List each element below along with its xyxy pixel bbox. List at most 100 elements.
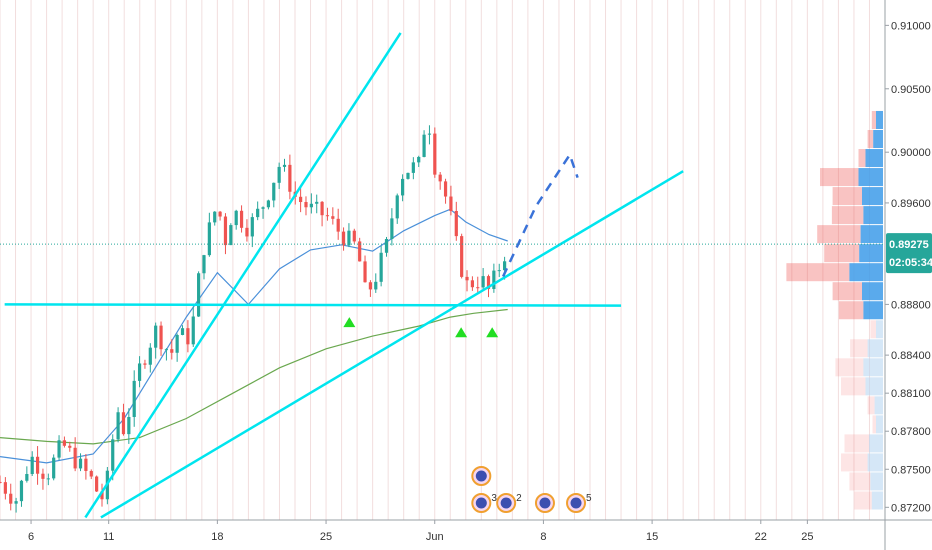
signal-arrow-up-icon bbox=[455, 327, 468, 338]
candle-body bbox=[143, 363, 147, 365]
candle-body bbox=[170, 349, 174, 353]
volume-bin-buy bbox=[849, 263, 883, 282]
flag-icon bbox=[500, 497, 512, 509]
candle-body bbox=[417, 156, 421, 163]
y-tick-label: 0.90500 bbox=[891, 84, 931, 96]
volume-bin-buy bbox=[876, 415, 883, 434]
volume-bin-sell bbox=[841, 453, 868, 472]
candle-body bbox=[492, 270, 496, 290]
x-tick-label: 15 bbox=[646, 531, 658, 543]
volume-bin-buy bbox=[862, 282, 883, 301]
x-tick-label: 6 bbox=[28, 531, 34, 543]
candle-body bbox=[358, 241, 362, 262]
volume-profile bbox=[786, 110, 883, 510]
candle-body bbox=[116, 412, 120, 440]
candle-body bbox=[411, 162, 415, 173]
candle-body bbox=[202, 255, 206, 274]
volume-bin-sell bbox=[870, 320, 876, 339]
candle-body bbox=[191, 316, 195, 345]
candle-body bbox=[73, 447, 77, 469]
x-tick-label: 8 bbox=[540, 531, 546, 543]
candle-body bbox=[229, 225, 233, 246]
candle-body bbox=[223, 216, 228, 246]
x-tick-label: 25 bbox=[801, 531, 813, 543]
projection-path bbox=[501, 151, 579, 278]
event-count: 5 bbox=[586, 493, 592, 504]
volume-bin-sell bbox=[844, 434, 869, 453]
economic-events[interactable]: 3 2 5 bbox=[471, 466, 592, 513]
y-tick-label: 0.87800 bbox=[891, 426, 931, 438]
volume-bin-sell bbox=[867, 130, 874, 149]
candle-body bbox=[427, 133, 432, 135]
candle-body bbox=[14, 501, 18, 504]
candle-body bbox=[277, 166, 281, 183]
candle-body bbox=[52, 457, 56, 479]
event-count: 2 bbox=[516, 493, 522, 504]
candle-body bbox=[245, 227, 249, 237]
y-tick-label: 0.87500 bbox=[891, 464, 931, 476]
candle-body bbox=[433, 133, 437, 175]
candle-body bbox=[309, 203, 313, 208]
candle-body bbox=[465, 276, 469, 281]
candle-body bbox=[137, 363, 142, 381]
countdown-label: 02:05:34 bbox=[889, 257, 932, 269]
candle-body bbox=[35, 456, 40, 474]
candle-body bbox=[186, 328, 190, 345]
candle-body bbox=[62, 440, 67, 446]
flag-icon bbox=[570, 497, 582, 509]
last-price-label: 0.89275 bbox=[889, 239, 929, 251]
candle-body bbox=[213, 211, 217, 223]
volume-bin-sell bbox=[832, 187, 862, 206]
volume-bin-buy bbox=[858, 168, 883, 187]
candle-body bbox=[180, 328, 185, 335]
candle-body bbox=[197, 273, 201, 317]
candle-body bbox=[304, 202, 308, 208]
candle-body bbox=[250, 217, 254, 237]
volume-bin-sell bbox=[832, 282, 862, 301]
candle-body bbox=[379, 252, 383, 282]
candle-body bbox=[384, 238, 389, 253]
volume-bin-sell bbox=[850, 339, 868, 358]
annotations bbox=[0, 151, 885, 338]
volume-bin-buy bbox=[869, 434, 883, 453]
candle-body bbox=[438, 174, 442, 182]
trendline-3 bbox=[4, 303, 622, 307]
candle-body bbox=[422, 134, 426, 157]
x-tick-label: 18 bbox=[211, 531, 223, 543]
moving-averages bbox=[0, 208, 508, 464]
volume-bin-sell bbox=[838, 301, 864, 320]
flag-icon bbox=[539, 497, 551, 509]
candle-body bbox=[341, 231, 346, 246]
volume-bin-buy bbox=[870, 472, 883, 491]
candle-body bbox=[9, 493, 13, 504]
candle-body bbox=[299, 196, 303, 203]
volume-bin-buy bbox=[876, 110, 883, 129]
volume-bin-sell bbox=[831, 206, 864, 225]
trendline-2 bbox=[100, 170, 684, 519]
flag-icon bbox=[475, 470, 487, 482]
candle-body bbox=[234, 210, 238, 226]
x-tick-label: 25 bbox=[320, 531, 332, 543]
volume-bin-buy bbox=[865, 377, 883, 396]
volume-bin-sell bbox=[835, 358, 864, 377]
candle-body bbox=[266, 200, 271, 208]
trendlines[interactable] bbox=[4, 32, 684, 519]
candle-body bbox=[443, 181, 448, 197]
candle-body bbox=[449, 196, 453, 211]
volume-bin-sell bbox=[871, 110, 876, 129]
candle-body bbox=[89, 470, 93, 477]
candle-body bbox=[239, 210, 244, 228]
candlesticks bbox=[0, 125, 507, 513]
candle-body bbox=[368, 282, 373, 290]
candle-body bbox=[0, 481, 2, 483]
candle-body bbox=[261, 207, 265, 209]
candle-body bbox=[30, 456, 34, 475]
candle-body bbox=[111, 439, 115, 471]
ma-slow-line bbox=[0, 308, 508, 445]
candle-body bbox=[41, 473, 45, 479]
volume-bin-sell bbox=[824, 244, 860, 263]
volume-bin-sell bbox=[867, 396, 875, 415]
vertical-gridlines bbox=[0, 0, 886, 520]
